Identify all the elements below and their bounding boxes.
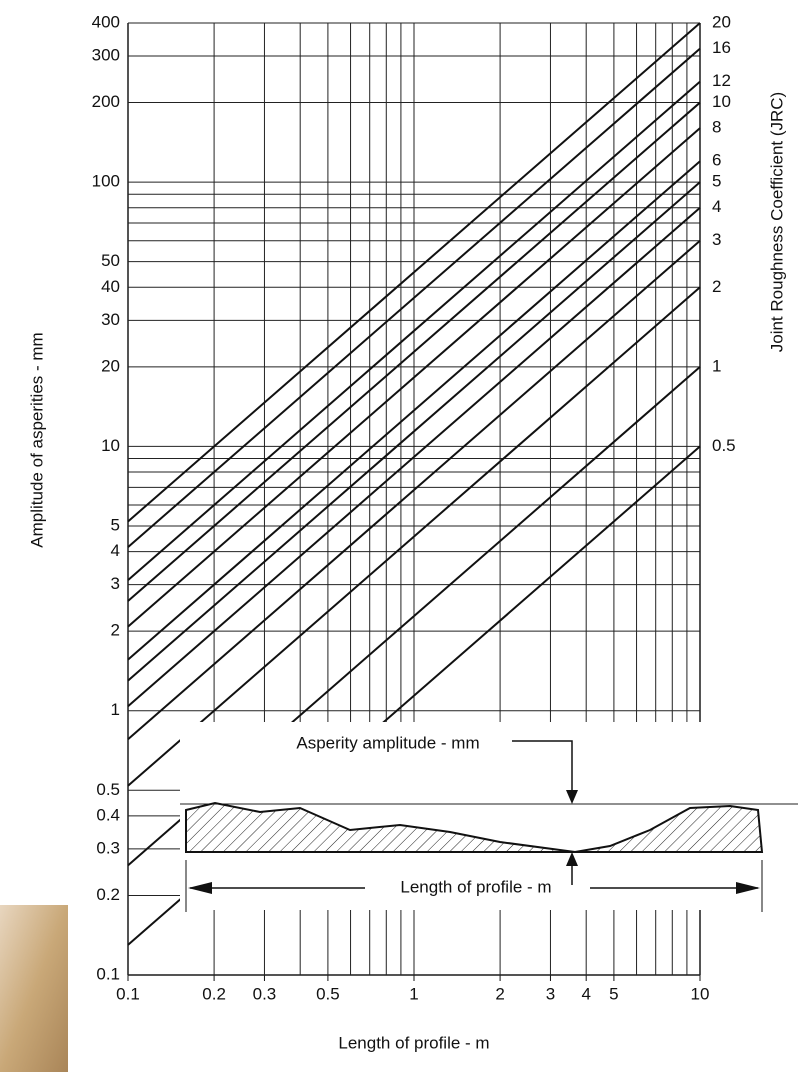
y-tick-label: 300	[92, 46, 120, 65]
arrow-leader	[512, 740, 573, 798]
jrc-line	[127, 127, 701, 628]
y-tick-label: 5	[111, 515, 120, 534]
series-label: 10	[712, 92, 731, 111]
series-label: 8	[712, 118, 721, 137]
x-tick-label: 5	[609, 984, 618, 1003]
series-label: 0.5	[712, 436, 736, 455]
inset-label: Asperity amplitude - mm	[296, 733, 479, 752]
profile-shape	[185, 801, 764, 854]
series-label: 2	[712, 277, 721, 296]
series-label: 1	[712, 356, 721, 375]
y-tick-label: 1	[111, 700, 120, 719]
y-tick-label: 0.3	[96, 838, 120, 857]
series-label: 20	[712, 12, 731, 31]
jrc-line	[127, 47, 701, 548]
lines: 20 16 12 10 8 6 5 4 3 2 1 0.5	[127, 12, 736, 946]
jrc-line	[127, 181, 701, 682]
y-tick-label: 0.4	[96, 805, 120, 824]
y-tick-label: 4	[111, 541, 120, 560]
x-tick-label: 3	[546, 984, 555, 1003]
arrowhead	[566, 852, 578, 866]
y-tick-label: 100	[92, 172, 120, 191]
y-tick-label: 30	[101, 310, 120, 329]
jrc-line	[127, 160, 701, 661]
rock-photo	[0, 905, 68, 1072]
profile-inset: Asperity amplitude - mm Length of profil…	[180, 722, 798, 912]
x-tick-label: 0.2	[202, 984, 226, 1003]
series-label: 16	[712, 38, 731, 57]
x-tick-label: 0.3	[253, 984, 277, 1003]
arrowhead	[188, 882, 212, 894]
arrowhead	[736, 882, 760, 894]
x-tick-label: 0.1	[116, 984, 140, 1003]
y-tick-label: 10	[101, 436, 120, 455]
jrc-line	[127, 101, 701, 602]
arrowhead	[566, 790, 578, 804]
y-tick-label: 0.1	[96, 964, 120, 983]
y-tick-label: 3	[111, 574, 120, 593]
x-tick-label: 10	[691, 984, 710, 1003]
inset-label: Length of profile - m	[400, 877, 551, 896]
y-tick-label: 0.5	[96, 780, 120, 799]
y-tick-label: 20	[101, 356, 120, 375]
y-tick-label: 200	[92, 92, 120, 111]
jrc-line	[127, 286, 701, 787]
y-tick-label: 400	[92, 12, 120, 31]
y-tick-label: 40	[101, 277, 120, 296]
jrc-line	[127, 206, 701, 707]
series-label: 5	[712, 172, 721, 191]
series-label: 4	[712, 197, 721, 216]
series-label: 12	[712, 71, 731, 90]
jrc-line	[127, 239, 701, 740]
series-label: 6	[712, 151, 721, 170]
x-tick-label: 4	[581, 984, 590, 1003]
y-tick-label: 0.2	[96, 885, 120, 904]
y-tick-label: 50	[101, 251, 120, 270]
jrc-line	[127, 22, 701, 523]
y2-axis-title: Joint Roughness Coefficient (JRC)	[767, 92, 786, 352]
y-tick-label: 2	[111, 621, 120, 640]
x-tick-label: 1	[409, 984, 418, 1003]
series-label: 3	[712, 230, 721, 249]
x-axis-title: Length of profile - m	[338, 1033, 489, 1052]
y-axis-title: Amplitude of asperities - mm	[27, 332, 46, 547]
x-tick-label: 0.5	[316, 984, 340, 1003]
x-tick-label: 2	[495, 984, 504, 1003]
jrc-line	[127, 80, 701, 581]
